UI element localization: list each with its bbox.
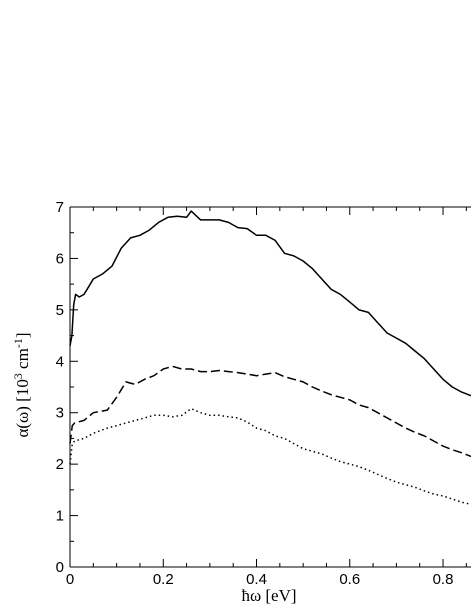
x-axis-tick-labels: 0 0.2 0.4 0.6 0.8 (66, 571, 454, 588)
y-axis-title-exp2: -1 (11, 338, 25, 348)
y-axis-title-mid: cm (13, 348, 32, 373)
y-axis-title: α(ω) [103 cm-1] (11, 332, 32, 437)
y-tick-label: 2 (56, 456, 64, 473)
y-axis-title-exp1: 3 (11, 373, 25, 379)
y-axis-title-end: ] (13, 332, 32, 338)
y-tick-label: 3 (56, 405, 64, 422)
x-axis-title: ħω [eV] (241, 586, 296, 605)
series-line-dashed (69, 365, 471, 458)
x-tick-label: 0.2 (153, 571, 174, 588)
x-tick-label: 0 (66, 571, 74, 588)
y-tick-label: 4 (56, 353, 64, 370)
x-tick-label: 0.6 (339, 571, 360, 588)
series-layer (69, 210, 471, 506)
y-tick-label: 1 (56, 508, 64, 525)
series-line-solid (69, 210, 471, 397)
y-tick-label: 7 (56, 199, 64, 216)
y-tick-label: 0 (56, 559, 64, 576)
y-axis-ticks (70, 206, 78, 568)
plot-frame (69, 206, 471, 568)
y-tick-label: 6 (56, 250, 64, 267)
x-tick-label: 0.8 (433, 571, 454, 588)
x-tick-label: 0.4 (246, 571, 267, 588)
y-axis-title-base: α(ω) [10 (13, 379, 32, 437)
y-axis-tick-labels: 0 1 2 3 4 5 6 7 (56, 199, 64, 576)
y-tick-label: 5 (56, 302, 64, 319)
x-axis-ticks (69, 207, 467, 567)
series-line-dotted (69, 407, 471, 506)
